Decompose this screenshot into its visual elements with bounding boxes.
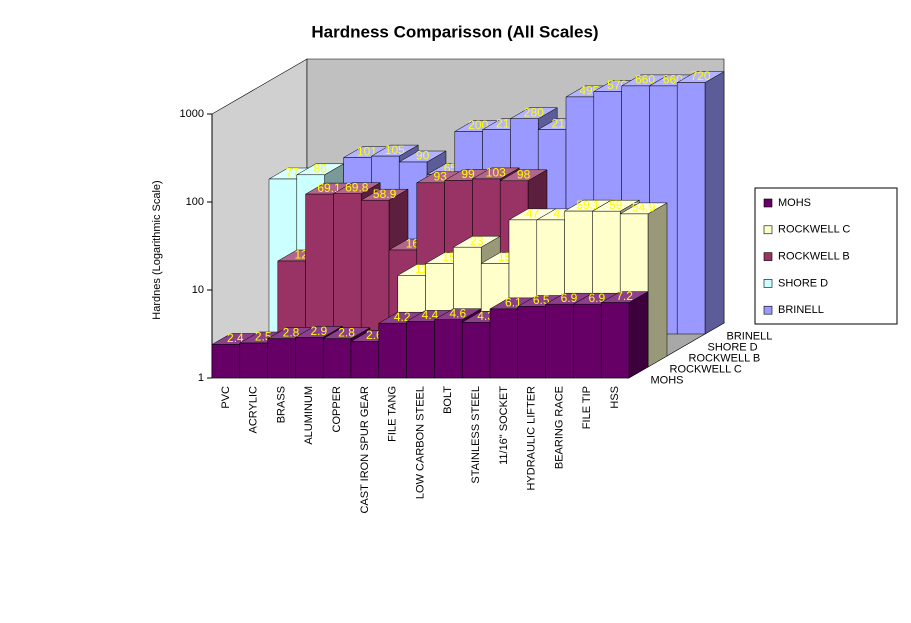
- value-label: 101: [357, 144, 377, 158]
- value-label: 86: [314, 161, 328, 175]
- value-label: 47: [526, 207, 540, 221]
- depth-label: ROCKWELL C: [670, 363, 742, 375]
- x-tick-label: ACRYLIC: [248, 386, 260, 434]
- value-label: 93: [434, 169, 448, 183]
- x-tick-label: HSS: [609, 386, 621, 409]
- bar-front: [434, 319, 463, 379]
- y-tick-label: 1: [198, 372, 204, 384]
- value-label: 58.9: [373, 187, 397, 201]
- x-tick-label: FILE TANG: [387, 386, 399, 442]
- legend-label: ROCKWELL C: [778, 224, 850, 236]
- value-label: 90: [416, 149, 430, 163]
- value-label: 16: [406, 237, 420, 251]
- value-label: 6.9: [588, 291, 605, 305]
- x-tick-label: BOLT: [442, 386, 454, 414]
- bar-side: [704, 71, 725, 335]
- value-label: 2.9: [310, 324, 327, 338]
- depth-label: SHORE D: [708, 341, 758, 353]
- bar-front: [350, 341, 380, 379]
- bar-front: [676, 82, 706, 335]
- value-label: 69.8: [345, 180, 369, 194]
- value-label: 12: [295, 248, 309, 262]
- value-label: 15: [498, 250, 512, 264]
- value-label: 98: [517, 167, 531, 181]
- value-label: 720: [691, 69, 711, 83]
- value-label: 99: [461, 167, 475, 181]
- value-label: 15: [442, 250, 456, 264]
- bar-front: [239, 342, 268, 379]
- value-label: 77: [286, 166, 300, 180]
- value-label: 7.2: [616, 289, 633, 303]
- bar-front: [211, 344, 241, 379]
- legend-swatch: [763, 225, 773, 235]
- value-label: 4.2: [394, 310, 411, 324]
- value-label: 280: [524, 105, 544, 119]
- bar-front: [378, 322, 407, 379]
- bar-front: [489, 308, 519, 379]
- value-label: 2.4: [227, 331, 244, 345]
- value-label: 6.9: [561, 291, 578, 305]
- legend-label: ROCKWELL B: [778, 251, 850, 263]
- chart-title: Hardness Comparisson (All Scales): [311, 22, 598, 41]
- legend-label: MOHS: [778, 197, 811, 209]
- legend-swatch: [763, 252, 773, 261]
- x-tick-label: LOW CARBON STEEL: [414, 386, 426, 499]
- bar-front: [406, 321, 435, 379]
- x-tick-label: HYDRAULIC LIFTER: [526, 386, 538, 491]
- bar-front: [322, 338, 352, 379]
- bar-front: [600, 302, 630, 379]
- y-tick-label: 10: [192, 284, 204, 296]
- bar-front: [295, 337, 324, 379]
- value-label: 59: [609, 198, 623, 212]
- x-tick-label: COPPER: [331, 386, 343, 433]
- x-tick-label: 11/16" SOCKET: [498, 386, 510, 465]
- value-label: 11: [415, 262, 428, 276]
- value-label: 47: [554, 207, 568, 221]
- bar-side: [647, 202, 668, 368]
- x-tick-label: PVC: [220, 386, 232, 409]
- value-label: 2.8: [338, 325, 355, 339]
- value-label: 6.1: [505, 296, 522, 310]
- value-label: 103: [486, 166, 506, 180]
- x-tick-label: BRASS: [275, 386, 287, 423]
- bar: [600, 291, 649, 379]
- value-label: 200: [468, 118, 488, 132]
- x-tick-label: FILE TIP: [581, 386, 593, 429]
- value-label: 69.1: [317, 181, 341, 195]
- value-label: 6.5: [533, 293, 550, 307]
- x-tick-label: STAINLESS STEEL: [470, 386, 482, 484]
- x-tick-label: ALUMINUM: [303, 386, 315, 445]
- bar: [676, 71, 725, 335]
- depth-label: ROCKWELL B: [689, 352, 761, 364]
- value-label: 54.9: [632, 201, 656, 215]
- value-label: 59.1: [576, 198, 600, 212]
- depth-label: MOHS: [651, 374, 684, 386]
- x-tick-label: BEARING RACE: [553, 386, 565, 469]
- bar-front: [545, 303, 574, 379]
- bar-front: [517, 306, 546, 379]
- y-tick-label: 100: [186, 196, 204, 208]
- legend-swatch: [763, 279, 773, 288]
- legend-box: [754, 187, 898, 325]
- y-axis-label: Hardnes (Logarithmic Scale): [151, 180, 163, 319]
- depth-label: BRINELL: [727, 330, 773, 342]
- value-label: 4.6: [449, 306, 466, 320]
- bar-front: [573, 303, 602, 379]
- value-label: 23: [470, 234, 484, 248]
- legend-label: SHORE D: [778, 277, 828, 289]
- legend-label: BRINELL: [778, 304, 824, 316]
- value-label: 4.4: [422, 308, 439, 322]
- bar-front: [461, 322, 491, 379]
- value-label: 105: [385, 143, 405, 157]
- bar-front: [267, 338, 296, 379]
- legend-swatch: [763, 305, 773, 315]
- value-label: 660: [635, 73, 655, 87]
- legend-swatch: [763, 198, 773, 208]
- y-tick-label: 1000: [180, 108, 204, 120]
- x-tick-label: CAST IRON SPUR GEAR: [359, 386, 371, 514]
- value-label: 2.8: [283, 325, 300, 339]
- bar-side: [628, 291, 649, 379]
